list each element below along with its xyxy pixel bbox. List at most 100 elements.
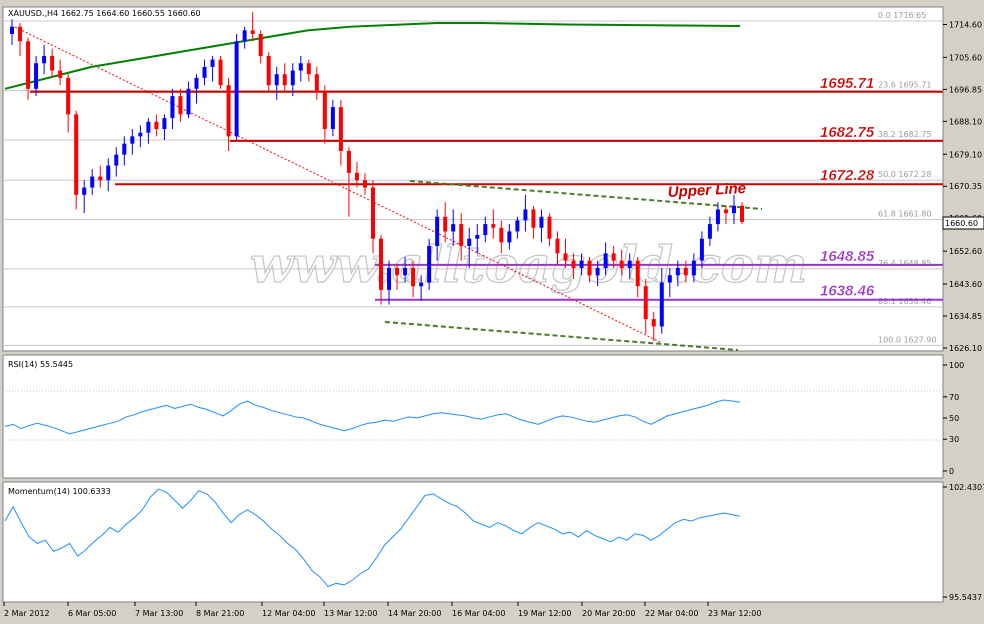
candle-body: [154, 121, 159, 130]
candle-body: [370, 187, 375, 239]
candle-body: [571, 260, 576, 268]
candle-body: [194, 77, 199, 89]
candle-body: [146, 121, 151, 133]
candle-body: [611, 253, 616, 261]
candle-body: [266, 55, 271, 86]
candle-body: [539, 216, 544, 228]
upper-channel-line[interactable]: [409, 180, 763, 210]
candle-body: [314, 74, 319, 93]
candle-body: [338, 107, 343, 151]
candle-body: [587, 260, 592, 276]
candle-body: [627, 260, 632, 268]
candle-body: [659, 282, 664, 327]
price-axis-label: 1714.60: [949, 20, 982, 29]
candle-body: [330, 107, 335, 130]
candle-body: [595, 267, 600, 276]
momentum-axis-label: 102.4307: [949, 483, 984, 492]
candle-body: [731, 205, 736, 214]
candle-body: [715, 209, 720, 225]
candle-body: [515, 220, 520, 232]
time-axis-label: 14 Mar 20:00: [388, 609, 441, 618]
trend-lines[interactable]: [14, 26, 763, 351]
price-axis-label: 1696.85: [949, 85, 982, 94]
candle-body: [66, 77, 71, 115]
price-axis-label: 1634.85: [949, 312, 982, 321]
candle-body: [162, 118, 167, 130]
candle-body: [98, 176, 103, 181]
candle-body: [122, 143, 127, 155]
candle-body: [475, 235, 480, 239]
candle-body: [138, 132, 143, 137]
candle-body: [50, 55, 55, 71]
candle-body: [667, 275, 672, 283]
candle-body: [651, 319, 656, 327]
rsi-panel-title: RSI(14) 55.5445: [8, 360, 73, 369]
candle-body: [274, 74, 279, 86]
candle-body: [491, 224, 496, 228]
lower-channel-line[interactable]: [384, 321, 739, 351]
candle-body: [10, 26, 14, 34]
candle-body: [691, 260, 696, 276]
candle-body: [242, 30, 247, 42]
time-axis: 2 Mar 2012 6 Mar 05:00 7 Mar 13:00 8 Mar 21…: [3, 602, 761, 618]
candle-body: [298, 63, 303, 71]
candle-body: [547, 216, 552, 239]
rsi-axis-label: 0: [949, 467, 954, 476]
candle-body: [170, 96, 175, 119]
candle-body: [740, 205, 744, 222]
fib-level-label: 23.6 1695.71: [878, 81, 931, 90]
candle-body: [218, 59, 223, 86]
moving-average-line: [4, 22, 741, 90]
time-axis-label: 16 Mar 04:00: [452, 609, 505, 618]
candle-body: [106, 165, 111, 181]
fib-level-label: 0.0 1716.65: [878, 11, 926, 20]
candle-body: [411, 267, 416, 287]
candle-body: [395, 267, 400, 276]
candle-body: [114, 154, 119, 166]
price-axis-label: 1652.60: [949, 247, 982, 256]
level-label: 1672.28: [820, 167, 875, 184]
candle-body: [226, 85, 231, 137]
candle-body: [186, 88, 191, 115]
fib-level-label: 76.4 1648.85: [878, 259, 931, 268]
current-price-box: [942, 216, 984, 230]
rsi-panel[interactable]: [2, 354, 944, 479]
candle-body: [42, 55, 47, 64]
horizontal-levels[interactable]: 1695.71 1682.75 1672.28 1648.85 1638.46: [30, 75, 943, 301]
time-axis-label: 20 Mar 20:00: [582, 609, 635, 618]
candle-body: [250, 30, 255, 34]
main-panel-title: XAUUSD.,H4 1662.75 1664.60 1660.55 1660.…: [8, 9, 201, 18]
candle-body: [579, 260, 584, 268]
time-axis-label: 7 Mar 13:00: [135, 609, 183, 618]
candle-body: [531, 209, 536, 228]
fib-level-label: 50.0 1672.28: [878, 170, 931, 179]
candle-body: [419, 282, 424, 287]
main-price-panel[interactable]: [2, 6, 944, 352]
candle-body: [443, 216, 448, 232]
candle-body: [523, 209, 528, 221]
fib-level-label: 38.2 1682.75: [878, 130, 931, 139]
candle-body: [202, 66, 207, 78]
candle-body: [707, 224, 712, 239]
rsi-axis-label: 50: [949, 414, 959, 423]
candle-body: [675, 267, 680, 276]
candle-body: [387, 267, 392, 290]
level-label: 1695.71: [820, 75, 874, 92]
time-axis-label: 13 Mar 12:00: [324, 609, 377, 618]
candle-body: [178, 96, 183, 115]
time-axis-label: 6 Mar 05:00: [68, 609, 116, 618]
candlesticks: [10, 12, 744, 342]
candle-body: [130, 136, 135, 144]
candle-body: [322, 92, 327, 130]
candle-body: [699, 238, 704, 261]
time-axis-label: 8 Mar 21:00: [196, 609, 244, 618]
momentum-panel[interactable]: [2, 481, 944, 603]
candle-body: [26, 41, 31, 89]
candle-body: [74, 114, 79, 195]
fib-level-label: 100.0 1627.90: [878, 335, 937, 344]
candle-body: [683, 267, 688, 276]
candle-body: [723, 209, 728, 214]
rsi-axis-label: 100: [949, 361, 964, 370]
candle-body: [435, 216, 440, 247]
